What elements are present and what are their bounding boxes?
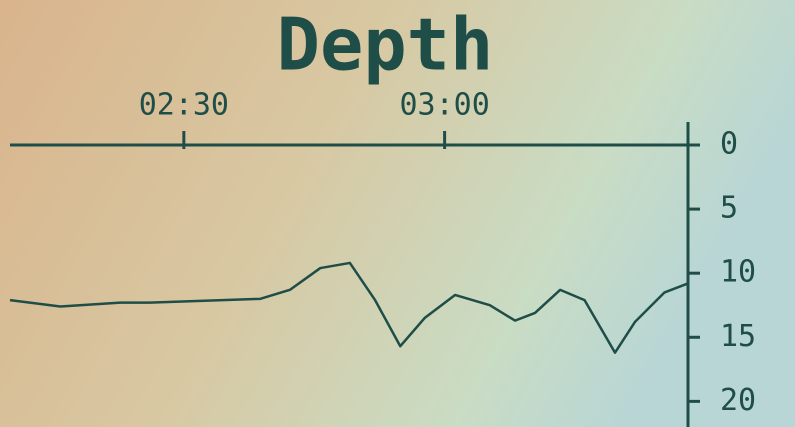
- chart-title: Depth: [277, 3, 494, 87]
- x-tick-label: 03:00: [399, 88, 489, 123]
- y-tick-label: 20: [720, 383, 756, 418]
- y-tick-label: 15: [720, 319, 756, 354]
- y-tick-label: 10: [720, 255, 756, 290]
- x-tick-label: 02:30: [139, 88, 229, 123]
- y-tick-label: 0: [720, 127, 738, 162]
- depth-line: [9, 261, 689, 354]
- y-tick-label: 5: [720, 191, 738, 226]
